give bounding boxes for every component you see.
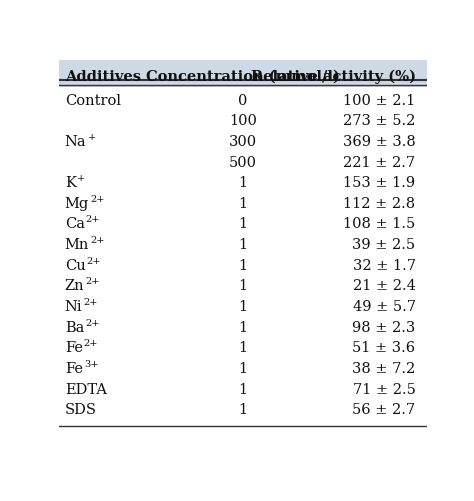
Text: Control: Control bbox=[65, 94, 121, 108]
Text: 32 ± 1.7: 32 ± 1.7 bbox=[353, 259, 416, 273]
Text: 369 ± 3.8: 369 ± 3.8 bbox=[343, 135, 416, 149]
Text: 1: 1 bbox=[238, 321, 247, 335]
Text: 1: 1 bbox=[238, 176, 247, 190]
Text: 153 ± 1.9: 153 ± 1.9 bbox=[344, 176, 416, 190]
Text: 0: 0 bbox=[238, 94, 247, 108]
Text: 51 ± 3.6: 51 ± 3.6 bbox=[353, 341, 416, 355]
Text: Na: Na bbox=[65, 135, 86, 149]
Text: 1: 1 bbox=[238, 383, 247, 397]
Text: 2+: 2+ bbox=[84, 339, 99, 348]
Text: Fe: Fe bbox=[65, 362, 83, 376]
Text: 1: 1 bbox=[238, 362, 247, 376]
Text: K: K bbox=[65, 176, 76, 190]
Text: 3+: 3+ bbox=[84, 360, 99, 369]
Text: EDTA: EDTA bbox=[65, 383, 107, 397]
Text: 2+: 2+ bbox=[85, 277, 100, 286]
Text: Ni: Ni bbox=[65, 300, 82, 314]
Text: 56 ± 2.7: 56 ± 2.7 bbox=[353, 403, 416, 417]
Text: 2+: 2+ bbox=[83, 298, 98, 307]
Text: Mg: Mg bbox=[65, 197, 89, 211]
Text: 2+: 2+ bbox=[87, 257, 101, 266]
Text: Zn: Zn bbox=[65, 280, 84, 294]
Text: 112 ± 2.8: 112 ± 2.8 bbox=[344, 197, 416, 211]
Text: Additives: Additives bbox=[65, 70, 141, 84]
Text: 1: 1 bbox=[238, 238, 247, 252]
Text: 1: 1 bbox=[238, 259, 247, 273]
Text: 108 ± 1.5: 108 ± 1.5 bbox=[343, 217, 416, 231]
Text: 1: 1 bbox=[238, 300, 247, 314]
Text: 300: 300 bbox=[229, 135, 257, 149]
Text: Concentration (mmol/l): Concentration (mmol/l) bbox=[146, 70, 340, 84]
Text: +: + bbox=[88, 133, 96, 142]
Text: 1: 1 bbox=[238, 341, 247, 355]
Text: 39 ± 2.5: 39 ± 2.5 bbox=[353, 238, 416, 252]
Text: 1: 1 bbox=[238, 280, 247, 294]
Text: 71 ± 2.5: 71 ± 2.5 bbox=[353, 383, 416, 397]
Text: Fe: Fe bbox=[65, 341, 83, 355]
Text: 1: 1 bbox=[238, 403, 247, 417]
Text: 2+: 2+ bbox=[90, 236, 105, 245]
Text: Relative activity (%): Relative activity (%) bbox=[251, 70, 416, 84]
Text: 1: 1 bbox=[238, 197, 247, 211]
Text: 2+: 2+ bbox=[86, 215, 100, 224]
Text: 2+: 2+ bbox=[85, 319, 100, 328]
Text: Ba: Ba bbox=[65, 321, 84, 335]
Text: 98 ± 2.3: 98 ± 2.3 bbox=[352, 321, 416, 335]
Text: 38 ± 7.2: 38 ± 7.2 bbox=[352, 362, 416, 376]
Text: 100: 100 bbox=[229, 114, 257, 128]
Text: 100 ± 2.1: 100 ± 2.1 bbox=[343, 94, 416, 108]
Text: +: + bbox=[77, 174, 85, 183]
Text: 21 ± 2.4: 21 ± 2.4 bbox=[353, 280, 416, 294]
Text: Mn: Mn bbox=[65, 238, 89, 252]
Text: 1: 1 bbox=[238, 217, 247, 231]
Text: Ca: Ca bbox=[65, 217, 85, 231]
Text: 49 ± 5.7: 49 ± 5.7 bbox=[353, 300, 416, 314]
Text: SDS: SDS bbox=[65, 403, 97, 417]
Text: 500: 500 bbox=[229, 155, 257, 169]
Text: 273 ± 5.2: 273 ± 5.2 bbox=[343, 114, 416, 128]
Text: 2+: 2+ bbox=[90, 195, 105, 204]
Text: 221 ± 2.7: 221 ± 2.7 bbox=[344, 155, 416, 169]
Bar bbox=[59, 60, 427, 87]
Text: Cu: Cu bbox=[65, 259, 85, 273]
